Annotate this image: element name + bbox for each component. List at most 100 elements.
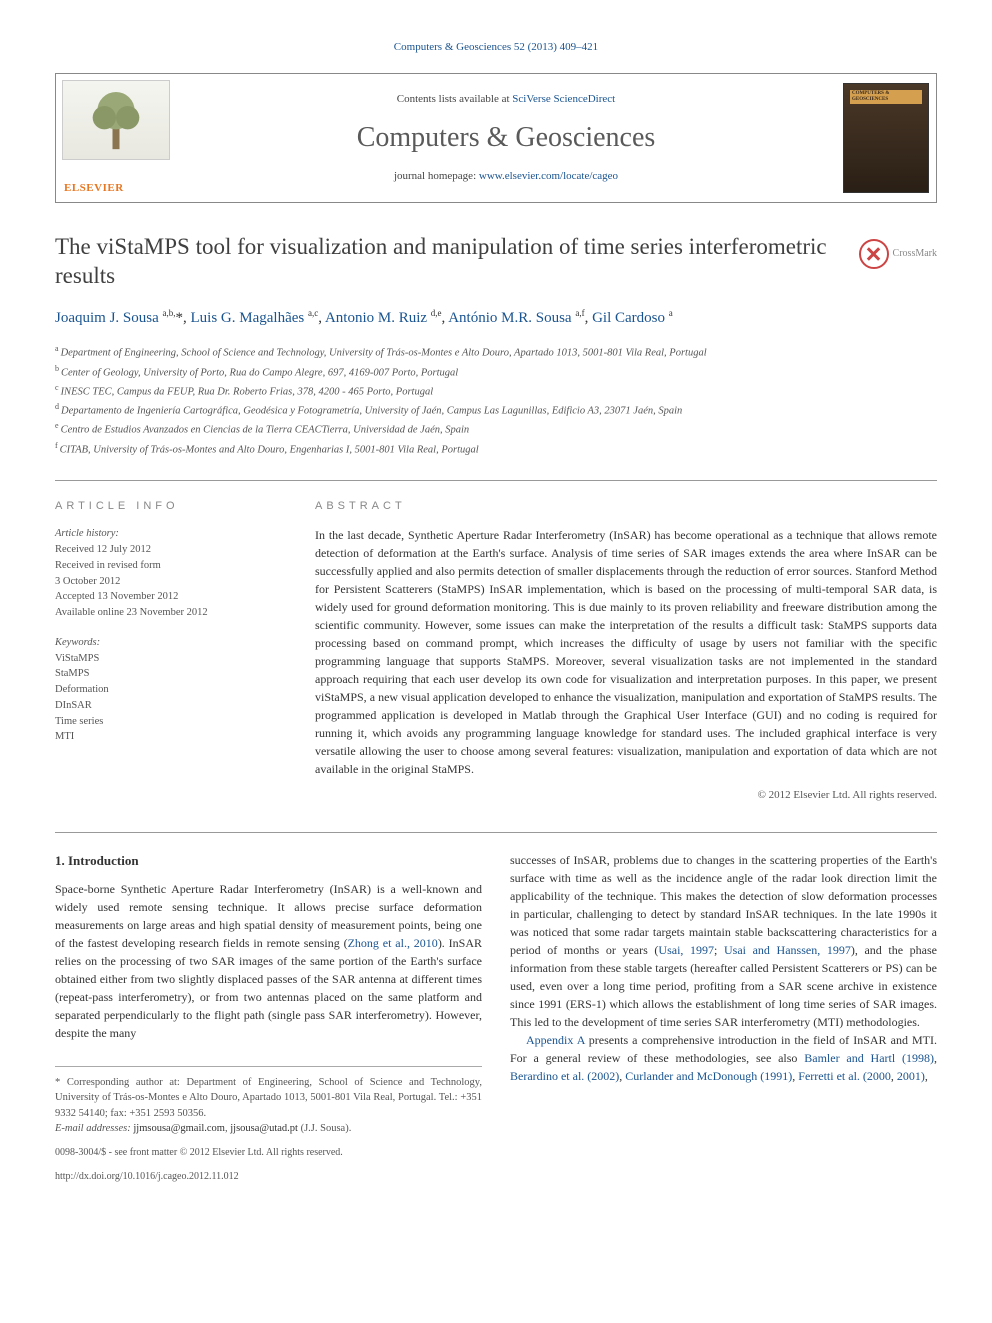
article-info-label: ARTICLE INFO — [55, 499, 285, 514]
affiliation-e: eCentro de Estudios Avanzados en Ciencia… — [55, 420, 937, 438]
section-heading-1: 1. Introduction — [55, 851, 482, 871]
doi-link[interactable]: http://dx.doi.org/10.1016/j.cageo.2012.1… — [55, 1170, 482, 1184]
crossmark[interactable]: CrossMark — [859, 239, 937, 269]
article-title: The viStaMPS tool for visualization and … — [55, 233, 937, 291]
sep: , — [934, 1051, 937, 1065]
history-line: Available online 23 November 2012 — [55, 605, 285, 621]
abstract-col: ABSTRACT In the last decade, Synthetic A… — [315, 499, 937, 804]
aff-text: Centro de Estudios Avanzados en Ciencias… — [61, 425, 470, 436]
citation-berardino[interactable]: Berardino et al. (2002) — [510, 1069, 619, 1083]
homepage-prefix: journal homepage: — [394, 170, 479, 182]
masthead-left: ELSEVIER — [56, 74, 176, 202]
affiliation-d: dDepartamento de Ingeniería Cartográfica… — [55, 401, 937, 419]
aff-text: Departamento de Ingeniería Cartográfica,… — [61, 406, 682, 417]
history-line: Received in revised form — [55, 558, 285, 574]
aff-text: Department of Engineering, School of Sci… — [61, 348, 707, 359]
email-tail: (J.J. Sousa). — [298, 1123, 351, 1134]
author-5[interactable]: Gil Cardoso — [592, 310, 665, 326]
email-1[interactable]: jjmsousa@gmail.com — [133, 1123, 225, 1134]
crossmark-label: CrossMark — [893, 247, 937, 261]
aff-text: CITAB, University of Trás-os-Montes and … — [60, 444, 479, 455]
top-journal-ref-link[interactable]: Computers & Geosciences 52 (2013) 409–42… — [394, 41, 598, 53]
history-line: 3 October 2012 — [55, 574, 285, 590]
keyword: StaMPS — [55, 666, 285, 682]
author-2[interactable]: Luis G. Magalhães — [191, 310, 305, 326]
affiliation-b: bCenter of Geology, University of Porto,… — [55, 363, 937, 381]
citation-usai97[interactable]: Usai, 1997 — [658, 943, 714, 957]
email-line: E-mail addresses: jjmsousa@gmail.com, jj… — [55, 1121, 482, 1136]
citation-ferretti-2000[interactable]: Ferretti et al. (2000 — [798, 1069, 891, 1083]
email-2[interactable]: jjsousa@utad.pt — [230, 1123, 298, 1134]
journal-cover-thumb: COMPUTERS & GEOSCIENCES — [843, 83, 929, 193]
body-col-left: 1. Introduction Space-borne Synthetic Ap… — [55, 851, 482, 1184]
keyword: Time series — [55, 714, 285, 730]
aff-text: Center of Geology, University of Porto, … — [61, 367, 458, 378]
aff-sup: c — [55, 383, 59, 392]
keyword: Deformation — [55, 682, 285, 698]
history-line: Accepted 13 November 2012 — [55, 589, 285, 605]
aff-sup: d — [55, 402, 59, 411]
masthead-center: Contents lists available at SciVerse Sci… — [176, 74, 836, 202]
journal-title: Computers & Geosciences — [357, 118, 656, 157]
sciencedirect-link[interactable]: SciVerse ScienceDirect — [512, 93, 615, 105]
citation-usai-hanssen[interactable]: Usai and Hanssen, 1997 — [724, 943, 851, 957]
intro-paragraph-1: Space-borne Synthetic Aperture Radar Int… — [55, 880, 482, 1042]
citation-appendix-a[interactable]: Appendix A — [526, 1033, 585, 1047]
citation-ferretti-2001[interactable]: 2001) — [897, 1069, 925, 1083]
elsevier-tree-icon — [62, 80, 170, 160]
publisher-name: ELSEVIER — [62, 181, 170, 196]
masthead-right: COMPUTERS & GEOSCIENCES — [836, 74, 936, 202]
sep: ; — [714, 943, 724, 957]
body-columns: 1. Introduction Space-borne Synthetic Ap… — [55, 851, 937, 1184]
citation-curlander[interactable]: Curlander and McDonough (1991) — [625, 1069, 792, 1083]
top-journal-ref: Computers & Geosciences 52 (2013) 409–42… — [55, 40, 937, 55]
cover-label: COMPUTERS & GEOSCIENCES — [852, 91, 920, 102]
affiliation-c: cINESC TEC, Campus da FEUP, Rua Dr. Robe… — [55, 382, 937, 400]
keyword: ViStaMPS — [55, 651, 285, 667]
affiliation-f: fCITAB, University of Trás-os-Montes and… — [55, 440, 937, 458]
author-3[interactable]: Antonio M. Ruiz — [325, 310, 427, 326]
keyword: MTI — [55, 729, 285, 745]
author-1[interactable]: Joaquim J. Sousa — [55, 310, 159, 326]
homepage-link[interactable]: www.elsevier.com/locate/cageo — [479, 170, 618, 182]
intro-paragraph-2: Appendix A presents a comprehensive intr… — [510, 1031, 937, 1085]
abstract-text: In the last decade, Synthetic Aperture R… — [315, 526, 937, 778]
corresponding-author: * Corresponding author at: Department of… — [55, 1075, 482, 1121]
authors: Joaquim J. Sousa a,b,*, Luis G. Magalhãe… — [55, 307, 937, 330]
crossmark-icon — [859, 239, 889, 269]
p1-text-b: ). InSAR relies on the processing of two… — [55, 936, 482, 1040]
keywords-label: Keywords: — [55, 635, 285, 651]
publication-line-1: 0098-3004/$ - see front matter © 2012 El… — [55, 1146, 482, 1160]
divider-mid — [55, 832, 937, 833]
email-label: E-mail addresses: — [55, 1123, 133, 1134]
body-col-right: successes of InSAR, problems due to chan… — [510, 851, 937, 1184]
intro-paragraph-1-cont: successes of InSAR, problems due to chan… — [510, 851, 937, 1031]
article-history: Article history: Received 12 July 2012 R… — [55, 526, 285, 621]
affiliation-a: aDepartment of Engineering, School of Sc… — [55, 343, 937, 361]
aff-sup: b — [55, 364, 59, 373]
citation-bamler[interactable]: Bamler and Hartl (1998) — [804, 1051, 934, 1065]
homepage-line: journal homepage: www.elsevier.com/locat… — [394, 169, 618, 184]
info-abstract-row: ARTICLE INFO Article history: Received 1… — [55, 499, 937, 804]
contents-prefix: Contents lists available at — [397, 93, 512, 105]
keyword: DInSAR — [55, 698, 285, 714]
aff-sup: e — [55, 421, 59, 430]
page-root: Computers & Geosciences 52 (2013) 409–42… — [0, 0, 992, 1224]
history-label: Article history: — [55, 526, 285, 542]
citation-zhong[interactable]: Zhong et al., 2010 — [348, 936, 438, 950]
abstract-label: ABSTRACT — [315, 499, 937, 514]
aff-sup: a — [55, 344, 59, 353]
p1c-text-a: successes of InSAR, problems due to chan… — [510, 853, 937, 957]
history-line: Received 12 July 2012 — [55, 542, 285, 558]
abstract-copyright: © 2012 Elsevier Ltd. All rights reserved… — [315, 788, 937, 803]
article-head: CrossMark The viStaMPS tool for visualiz… — [55, 233, 937, 458]
masthead: ELSEVIER Contents lists available at Sci… — [55, 73, 937, 203]
author-4[interactable]: António M.R. Sousa — [448, 310, 571, 326]
contents-line: Contents lists available at SciVerse Sci… — [397, 92, 615, 107]
aff-text: INESC TEC, Campus da FEUP, Rua Dr. Rober… — [61, 386, 434, 397]
divider-top — [55, 480, 937, 481]
footnotes: * Corresponding author at: Department of… — [55, 1066, 482, 1184]
aff-sup: f — [55, 441, 58, 450]
p2-tail: , — [925, 1069, 928, 1083]
article-info-col: ARTICLE INFO Article history: Received 1… — [55, 499, 285, 804]
